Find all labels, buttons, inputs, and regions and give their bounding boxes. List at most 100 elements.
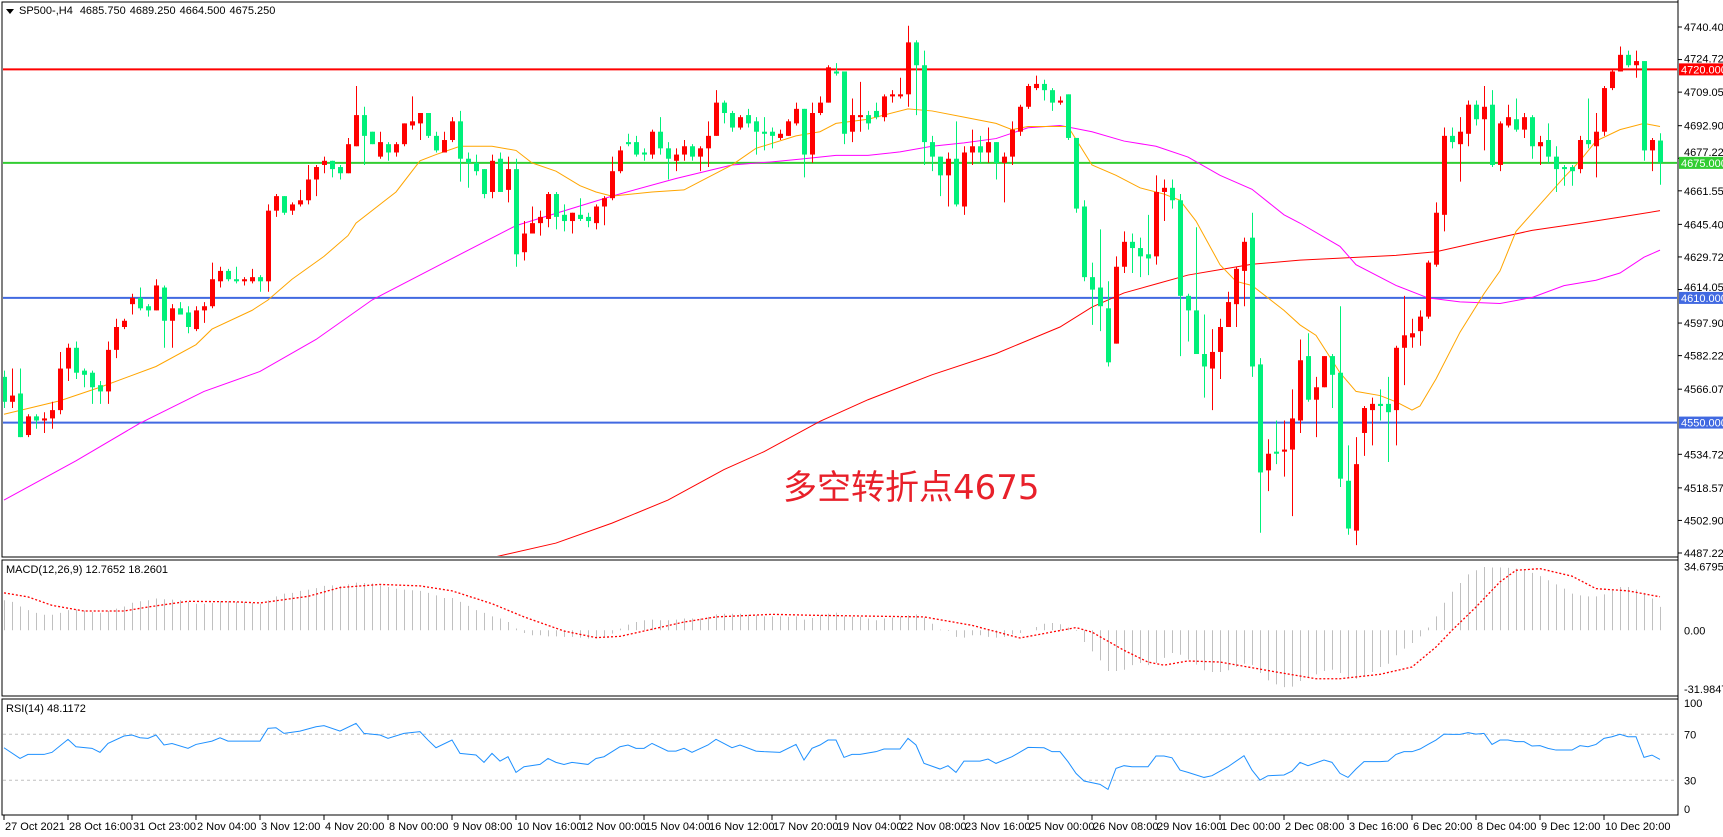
candle[interactable] bbox=[146, 304, 151, 317]
level-price-tag[interactable] bbox=[1679, 291, 1723, 304]
candle[interactable] bbox=[1514, 98, 1519, 132]
annotation-text[interactable]: 多空转折点4675 bbox=[783, 468, 1040, 508]
candle[interactable] bbox=[1546, 123, 1551, 163]
candle[interactable] bbox=[298, 189, 303, 207]
candle[interactable] bbox=[106, 341, 111, 404]
candle[interactable] bbox=[330, 160, 335, 178]
candle[interactable] bbox=[1378, 389, 1383, 421]
candle[interactable] bbox=[98, 381, 103, 404]
candle[interactable] bbox=[18, 368, 23, 438]
candle[interactable] bbox=[746, 108, 751, 128]
candle[interactable] bbox=[1402, 295, 1407, 386]
candle[interactable] bbox=[474, 154, 479, 176]
candle[interactable] bbox=[562, 204, 567, 232]
candle[interactable] bbox=[1050, 88, 1055, 111]
candle[interactable] bbox=[34, 414, 39, 429]
candle[interactable] bbox=[906, 25, 911, 107]
candle[interactable] bbox=[714, 90, 719, 136]
candle[interactable] bbox=[1410, 318, 1415, 348]
candle[interactable] bbox=[1002, 152, 1007, 203]
candle[interactable] bbox=[1282, 420, 1287, 477]
candle[interactable] bbox=[1570, 164, 1575, 186]
candle[interactable] bbox=[1138, 237, 1143, 278]
candle[interactable] bbox=[1090, 262, 1095, 325]
candle[interactable] bbox=[754, 117, 759, 155]
candle[interactable] bbox=[1122, 231, 1127, 273]
candle[interactable] bbox=[1538, 135, 1543, 165]
candle[interactable] bbox=[242, 277, 247, 286]
candle[interactable] bbox=[842, 71, 847, 145]
candle[interactable] bbox=[1394, 345, 1399, 446]
candle[interactable] bbox=[762, 117, 767, 151]
candle[interactable] bbox=[354, 86, 359, 147]
candle[interactable] bbox=[274, 194, 279, 217]
candle[interactable] bbox=[1426, 260, 1431, 319]
candle[interactable] bbox=[1234, 266, 1239, 328]
candle[interactable] bbox=[282, 196, 287, 215]
candle[interactable] bbox=[802, 108, 807, 178]
candle[interactable] bbox=[162, 285, 167, 348]
candle[interactable] bbox=[970, 129, 975, 165]
candle[interactable] bbox=[410, 96, 415, 130]
macd-pane[interactable] bbox=[1, 559, 1679, 697]
candle[interactable] bbox=[938, 156, 943, 197]
candle[interactable] bbox=[1210, 329, 1215, 411]
candle[interactable] bbox=[1266, 439, 1271, 492]
candle[interactable] bbox=[450, 117, 455, 143]
candle[interactable] bbox=[1618, 46, 1623, 72]
candle[interactable] bbox=[594, 204, 599, 230]
candle[interactable] bbox=[1010, 121, 1015, 165]
candle[interactable] bbox=[1098, 229, 1103, 332]
candle[interactable] bbox=[994, 142, 999, 180]
candle[interactable] bbox=[1658, 133, 1663, 185]
candle[interactable] bbox=[250, 268, 255, 284]
candle[interactable] bbox=[74, 341, 79, 379]
candle[interactable] bbox=[314, 164, 319, 197]
candle[interactable] bbox=[930, 135, 935, 172]
candle[interactable] bbox=[434, 131, 439, 153]
candle[interactable] bbox=[1346, 445, 1351, 535]
candle[interactable] bbox=[1218, 318, 1223, 379]
candle[interactable] bbox=[1066, 94, 1071, 141]
candle[interactable] bbox=[498, 152, 503, 192]
candle[interactable] bbox=[1154, 175, 1159, 265]
candle[interactable] bbox=[786, 119, 791, 136]
candle[interactable] bbox=[634, 135, 639, 157]
candle[interactable] bbox=[794, 102, 799, 126]
candle[interactable] bbox=[1306, 333, 1311, 402]
candle[interactable] bbox=[1018, 104, 1023, 136]
candle[interactable] bbox=[506, 156, 511, 203]
candle[interactable] bbox=[1506, 104, 1511, 128]
candle[interactable] bbox=[578, 198, 583, 222]
candle[interactable] bbox=[1298, 339, 1303, 433]
candle[interactable] bbox=[82, 368, 87, 388]
candle[interactable] bbox=[1474, 100, 1479, 126]
candle[interactable] bbox=[1650, 137, 1655, 172]
candle[interactable] bbox=[1242, 237, 1247, 307]
candle[interactable] bbox=[1626, 50, 1631, 68]
candle[interactable] bbox=[1074, 137, 1079, 213]
candle[interactable] bbox=[986, 127, 991, 163]
candle[interactable] bbox=[682, 140, 687, 161]
candle[interactable] bbox=[218, 266, 223, 288]
candle[interactable] bbox=[602, 196, 607, 226]
candle[interactable] bbox=[234, 266, 239, 284]
candle[interactable] bbox=[418, 113, 423, 141]
candle[interactable] bbox=[258, 275, 263, 292]
candle[interactable] bbox=[1314, 376, 1319, 438]
candle[interactable] bbox=[570, 212, 575, 234]
candle[interactable] bbox=[1442, 127, 1447, 232]
candle[interactable] bbox=[1202, 314, 1207, 398]
candle[interactable] bbox=[90, 370, 95, 404]
candle[interactable] bbox=[1250, 212, 1255, 377]
candle[interactable] bbox=[618, 146, 623, 174]
candle[interactable] bbox=[1178, 194, 1183, 357]
candle[interactable] bbox=[922, 50, 927, 165]
candle[interactable] bbox=[1330, 354, 1335, 409]
candle[interactable] bbox=[666, 142, 671, 180]
candle[interactable] bbox=[1058, 96, 1063, 105]
candle[interactable] bbox=[690, 144, 695, 161]
candle[interactable] bbox=[1162, 179, 1167, 222]
candle[interactable] bbox=[650, 129, 655, 159]
candle[interactable] bbox=[170, 304, 175, 348]
